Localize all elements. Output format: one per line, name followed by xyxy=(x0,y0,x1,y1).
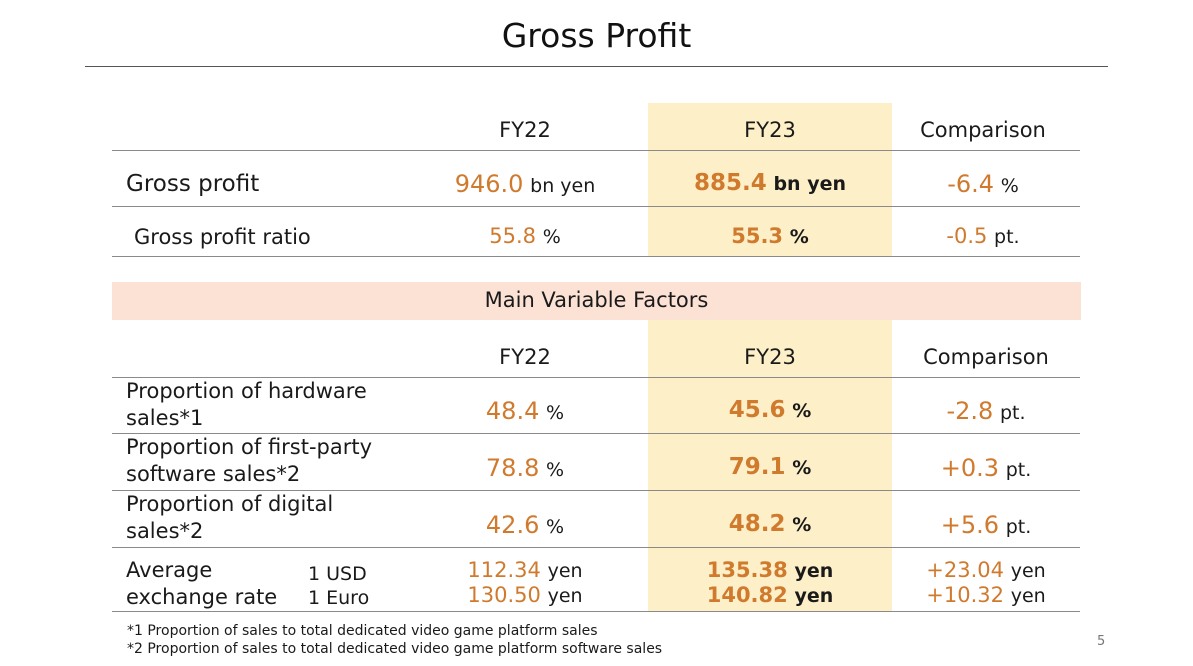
title-divider xyxy=(85,66,1108,67)
currency-usd: 1 USD xyxy=(308,563,367,585)
row-label-hardware: Proportion of hardware sales*1 xyxy=(126,379,367,430)
hardware-comparison: -2.8 pt. xyxy=(946,397,1026,425)
gross-profit-fy23: 885.4 bn yen xyxy=(694,170,846,196)
table-rule xyxy=(112,433,1080,434)
exchange-comparison: +23.04 yen +10.32 yen xyxy=(926,558,1046,607)
section-band xyxy=(112,282,1081,320)
page-number: 5 xyxy=(1097,634,1106,649)
row-label-gross-profit: Gross profit xyxy=(126,171,260,197)
exchange-fy22: 112.34 yen 130.50 yen xyxy=(467,558,583,607)
digital-comparison: +5.6 pt. xyxy=(940,511,1032,539)
exchange-fy23: 135.38 yen 140.82 yen xyxy=(706,558,834,607)
factors-header-fy22: FY22 xyxy=(499,345,551,369)
gross-profit-ratio-fy23: 55.3 % xyxy=(731,224,809,248)
first-party-comparison: +0.3 pt. xyxy=(940,454,1032,482)
gross-profit-comparison: -6.4 % xyxy=(947,170,1019,198)
table-rule xyxy=(112,206,1080,207)
table-rule xyxy=(112,150,1080,151)
gross-profit-ratio-comparison: -0.5 pt. xyxy=(946,224,1020,248)
digital-fy22: 42.6 % xyxy=(485,511,565,539)
footnote-1: *1 Proportion of sales to total dedicate… xyxy=(127,623,598,639)
section-title: Main Variable Factors xyxy=(484,288,709,312)
page-title: Gross Profit xyxy=(501,16,692,55)
currency-labels: 1 USD 1 Euro xyxy=(308,562,369,610)
row-label-first-party: Proportion of first-party software sales… xyxy=(126,435,373,486)
first-party-fy22: 78.8 % xyxy=(485,454,565,482)
gross-profit-fy22: 946.0 bn yen xyxy=(454,170,596,198)
currency-euro: 1 Euro xyxy=(308,587,370,609)
first-party-fy23: 79.1 % xyxy=(728,454,812,480)
header-fy23: FY23 xyxy=(744,118,796,142)
table-rule xyxy=(112,611,1080,612)
row-label-gross-profit-ratio: Gross profit ratio xyxy=(134,225,311,249)
hardware-fy22: 48.4 % xyxy=(485,397,565,425)
row-label-digital: Proportion of digital sales*2 xyxy=(126,492,334,543)
fy23-highlight-top xyxy=(648,103,892,257)
row-label-exchange-rate: Average exchange rate xyxy=(126,558,278,609)
gross-profit-ratio-fy22: 55.8 % xyxy=(489,224,561,248)
table-rule xyxy=(112,256,1080,257)
table-rule xyxy=(112,377,1080,378)
digital-fy23: 48.2 % xyxy=(728,511,812,537)
header-comparison: Comparison xyxy=(920,118,1046,142)
hardware-fy23: 45.6 % xyxy=(728,397,812,423)
header-fy22: FY22 xyxy=(499,118,551,142)
footnote-2: *2 Proportion of sales to total dedicate… xyxy=(127,641,663,657)
table-rule xyxy=(112,547,1080,548)
fy23-highlight-bottom xyxy=(648,320,892,612)
table-rule xyxy=(112,490,1080,491)
factors-header-comparison: Comparison xyxy=(923,345,1049,369)
factors-header-fy23: FY23 xyxy=(744,345,796,369)
